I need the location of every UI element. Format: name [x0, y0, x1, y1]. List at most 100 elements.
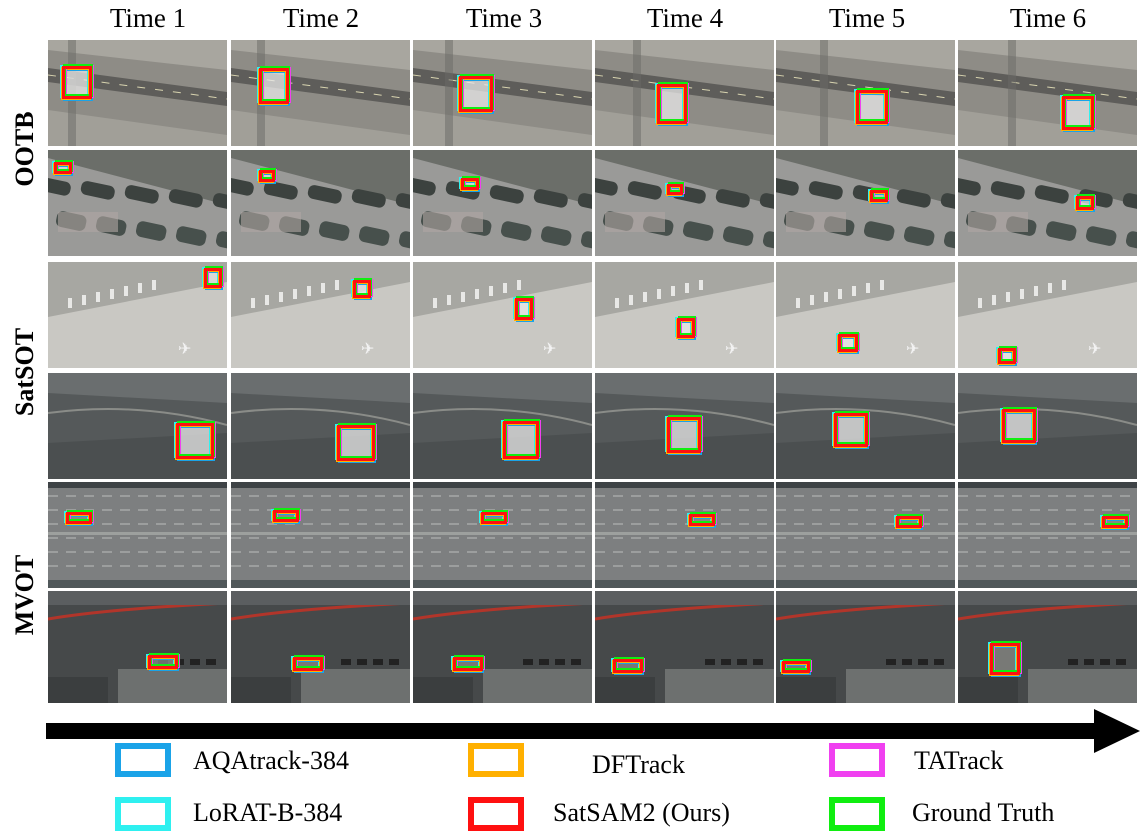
row-label-satsot: SatSOT — [10, 327, 39, 417]
tracked-object — [681, 322, 691, 334]
frame-parking-lot-t4 — [595, 591, 774, 703]
legend-label-satsam2: SatSAM2 (Ours) — [553, 798, 730, 827]
bbox-satsam2 — [667, 184, 683, 195]
legend-swatch-lorat — [115, 797, 171, 831]
frame-airport-taxiway-t2 — [231, 40, 410, 146]
frame-runway-plane-t5 — [776, 373, 955, 479]
bbox-satsam2 — [148, 655, 178, 669]
legend-label-ground-truth: Ground Truth — [912, 798, 1055, 827]
bbox-satsam2 — [990, 643, 1020, 675]
bbox-satsam2 — [54, 162, 72, 174]
tracked-object — [485, 516, 503, 520]
frame-highway-t3 — [413, 482, 592, 588]
timeline-arrow — [46, 709, 1140, 753]
tracked-object — [263, 174, 271, 178]
frame-parking-lot-t5 — [776, 591, 955, 703]
frame-airport-apron-t1 — [48, 150, 227, 256]
frame-airport-apron-t6 — [958, 150, 1137, 256]
tracked-object — [297, 661, 319, 667]
tracked-object — [66, 70, 88, 95]
column-header-time-3: Time 3 — [465, 3, 543, 33]
bbox-satsam2 — [453, 657, 483, 671]
frame-concrete-apron-t4: ✈ — [595, 262, 774, 368]
bbox-satsam2 — [667, 417, 701, 453]
tracked-object — [58, 166, 68, 170]
tracked-object — [842, 338, 854, 348]
bbox-satsam2 — [1062, 96, 1094, 130]
frame-airport-apron-t5 — [776, 150, 955, 256]
tracked-object — [180, 427, 210, 455]
legend-swatch-ground-truth — [829, 797, 885, 831]
row-label-mvot: MVOT — [10, 554, 39, 636]
tracked-object — [463, 80, 489, 108]
svg-text:✈: ✈ — [725, 339, 738, 358]
bbox-satsam2 — [481, 512, 507, 524]
frame-concrete-apron-t3: ✈ — [413, 262, 592, 368]
frame-concrete-apron-t6: ✈ — [958, 262, 1137, 368]
frame-concrete-apron-t2: ✈ — [231, 262, 410, 368]
frame-parking-lot-t1 — [48, 591, 227, 703]
bbox-satsam2 — [176, 423, 214, 459]
frame-parking-lot-t6 — [958, 591, 1137, 703]
frame-airport-apron-t4 — [595, 150, 774, 256]
legend-label-aqatrack: AQAtrack-384 — [193, 746, 349, 775]
svg-text:✈: ✈ — [543, 339, 556, 358]
bbox-satsam2 — [856, 90, 888, 124]
tracked-object — [1006, 413, 1032, 439]
frame-airport-taxiway-t4 — [595, 40, 774, 146]
tracked-object — [900, 520, 918, 524]
bbox-satsam2 — [1076, 196, 1094, 210]
legend-swatch-aqatrack — [115, 743, 171, 777]
bbox-satsam2 — [515, 298, 533, 320]
tracked-object — [693, 518, 711, 522]
svg-text:✈: ✈ — [1088, 339, 1101, 358]
frame-airport-taxiway-t1 — [48, 40, 227, 146]
bbox-satsam2 — [613, 659, 643, 673]
column-header-time-6: Time 6 — [1009, 3, 1087, 33]
tracked-object — [341, 429, 371, 457]
bbox-satsam2 — [1002, 409, 1036, 443]
tracked-object — [1080, 200, 1090, 206]
bbox-satsam2 — [838, 334, 858, 352]
frame-airport-apron-t2 — [231, 150, 410, 256]
svg-text:✈: ✈ — [178, 339, 191, 358]
bbox-satsam2 — [689, 514, 715, 526]
frame-highway-t4 — [595, 482, 774, 588]
tracked-object — [457, 661, 479, 667]
bbox-satsam2 — [1102, 516, 1128, 528]
tracked-object — [1106, 520, 1124, 524]
tracked-object — [507, 425, 535, 455]
tracked-object — [786, 665, 806, 669]
tracked-object — [874, 194, 884, 198]
frame-runway-plane-t6 — [958, 373, 1137, 479]
bbox-satsam2 — [782, 661, 810, 673]
frame-airport-taxiway-t6 — [958, 40, 1137, 146]
bbox-satsam2 — [273, 510, 299, 522]
column-header-time-1: Time 1 — [109, 3, 187, 33]
tracked-object — [277, 514, 295, 518]
bbox-satsam2 — [259, 170, 275, 182]
tracked-object — [671, 188, 679, 191]
frame-highway-t1 — [48, 482, 227, 588]
tracked-object — [994, 647, 1016, 671]
bbox-satsam2 — [998, 348, 1016, 364]
bbox-satsam2 — [677, 318, 695, 338]
legend-label-tatrack: TATrack — [914, 746, 1004, 775]
frame-concrete-apron-t5: ✈ — [776, 262, 955, 368]
bbox-satsam2 — [503, 421, 539, 459]
frame-highway-t6 — [958, 482, 1137, 588]
tracked-object — [617, 663, 639, 669]
tracked-object — [263, 72, 285, 100]
bbox-satsam2 — [459, 76, 493, 112]
frame-runway-plane-t3 — [413, 373, 592, 479]
legend-swatch-dftrack — [468, 743, 524, 777]
frame-parking-lot-t2 — [231, 591, 410, 703]
bbox-satsam2 — [66, 512, 92, 524]
tracked-object — [671, 421, 697, 449]
row-label-ootb: OOTB — [10, 111, 39, 187]
tracked-object — [357, 284, 367, 294]
bbox-satsam2 — [657, 84, 687, 124]
bbox-satsam2 — [204, 268, 222, 288]
bbox-satsam2 — [353, 280, 371, 298]
frame-highway-t5 — [776, 482, 955, 588]
